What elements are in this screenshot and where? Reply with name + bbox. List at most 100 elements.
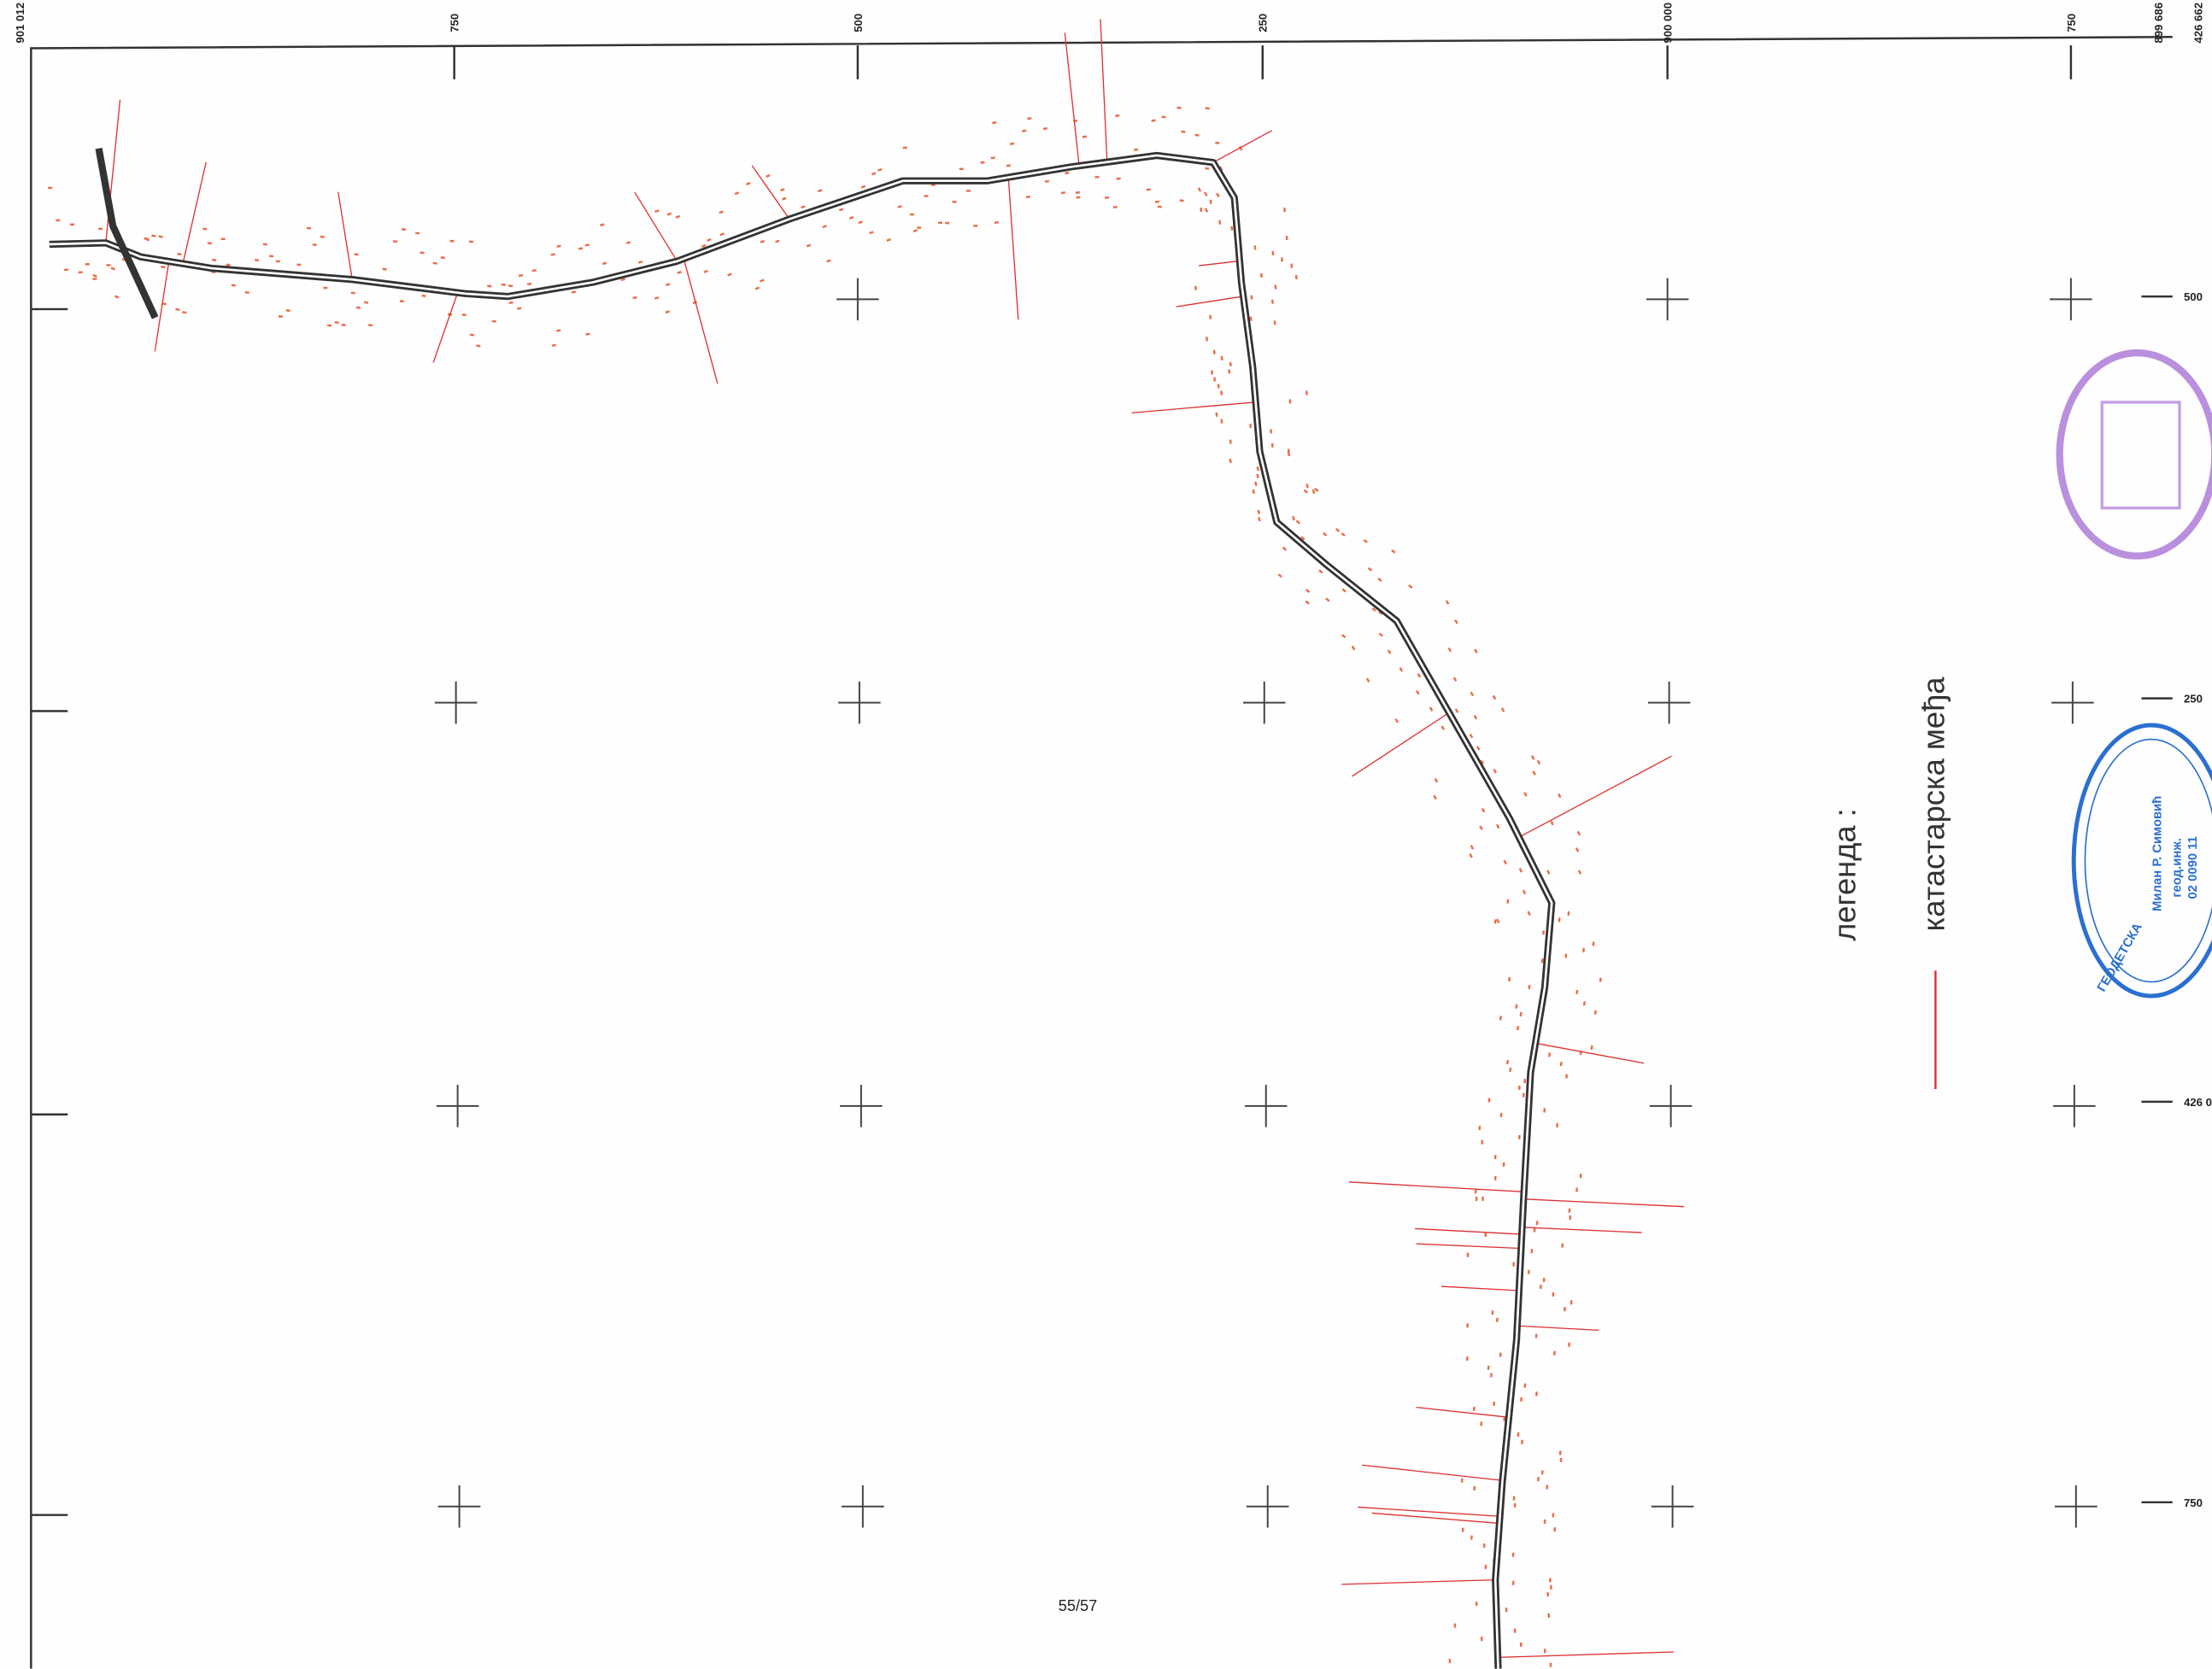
parcel-mark [1576, 830, 1581, 836]
parcel-boundary [1351, 712, 1450, 777]
parcel-mark [746, 182, 751, 186]
parcel-mark [1452, 676, 1458, 682]
parcel-boundary [1440, 1285, 1519, 1291]
parcel-mark [1256, 473, 1259, 479]
parcel-mark [1205, 337, 1209, 342]
grid-cross [836, 278, 879, 321]
parcel-boundary [1416, 1406, 1510, 1418]
parcel-mark [1493, 769, 1498, 774]
parcel-mark [1575, 847, 1580, 852]
right-label: 250 [2184, 693, 2203, 706]
parcel-boundary [634, 191, 678, 262]
parcel-mark [1429, 706, 1434, 712]
parcel-mark [1503, 859, 1507, 865]
parcel-boundary [683, 258, 719, 384]
parcel-mark [1238, 146, 1243, 151]
parcel-mark [1161, 115, 1166, 119]
parcel-mark [912, 229, 918, 233]
parcel-mark [1474, 648, 1478, 653]
parcel-mark [1469, 733, 1474, 739]
parcel-mark [1522, 889, 1527, 895]
parcel-mark [1377, 610, 1383, 616]
parcel-mark [1204, 208, 1209, 213]
parcel-mark [420, 251, 425, 255]
parcel-mark [1273, 320, 1276, 325]
parcel-boundary [1522, 1227, 1642, 1233]
parcel-mark [1305, 600, 1310, 605]
parcel-mark [1115, 114, 1120, 118]
parcel-mark [92, 273, 97, 278]
parcel-mark [1112, 205, 1118, 209]
grid-cross [434, 681, 478, 724]
right-label: 750 [2184, 1496, 2203, 1509]
parcel-mark [860, 184, 866, 189]
parcel-mark [897, 204, 902, 208]
parcel-mark [719, 210, 724, 214]
parcel-mark [1519, 1011, 1523, 1017]
parcel-mark [1303, 489, 1309, 494]
parcel-mark [1294, 274, 1298, 280]
parcel-mark [1417, 673, 1422, 678]
parcel-mark [1292, 515, 1295, 521]
parcel-mark [1479, 825, 1483, 830]
parcel-mark [1314, 487, 1319, 492]
parcel-mark [1582, 1001, 1587, 1006]
parcel-boundary [751, 165, 790, 220]
parcel-mark [703, 269, 708, 273]
parcel-boundary [337, 191, 353, 280]
parcel-mark [1445, 600, 1450, 606]
parcel-boundary [1176, 296, 1244, 307]
grid-crosses [434, 278, 2098, 1528]
parcel-mark [826, 259, 831, 263]
parcel-mark [1495, 823, 1500, 829]
legend-title: легенда : [1827, 808, 1862, 941]
parcel-mark [415, 231, 420, 235]
parcel-mark [1151, 119, 1156, 122]
parcel-mark [1256, 466, 1260, 471]
parcel-mark [1558, 793, 1562, 799]
parcel-boundary [182, 161, 207, 264]
parcel-mark [781, 196, 787, 201]
parcel-mark [1378, 632, 1383, 637]
parcel-mark [1203, 191, 1208, 196]
parcel-mark [1440, 725, 1446, 730]
grid-cross [1646, 278, 1689, 321]
top-label: 500 [852, 14, 865, 32]
parcel-mark [877, 167, 883, 172]
parcel-mark [363, 301, 369, 304]
parcel-mark [654, 296, 660, 300]
parcel-mark [1470, 691, 1475, 697]
parcel-mark [1060, 191, 1065, 195]
grid-cross [437, 1485, 481, 1528]
parcel-boundary [1064, 32, 1080, 167]
parcel-mark [1325, 597, 1330, 602]
grid-cross [840, 1085, 883, 1127]
parcel-mark [1499, 1016, 1502, 1021]
top-label: 750 [449, 14, 461, 32]
parcel-mark [508, 301, 513, 304]
parcel-mark [1341, 588, 1347, 593]
parcel-mark [719, 232, 725, 237]
parcel-mark [625, 241, 631, 244]
parcel-boundary [1007, 177, 1019, 320]
parcel-mark [1547, 1052, 1552, 1057]
parcel-mark [1134, 148, 1139, 151]
parcel-mark [1009, 142, 1015, 145]
grid-cross [1649, 1085, 1693, 1127]
parcel-mark [516, 307, 522, 310]
parcel-mark [399, 300, 404, 303]
parcel-mark [350, 291, 355, 295]
parcel-mark [1447, 647, 1452, 653]
parcel-mark [1518, 868, 1523, 873]
top-label: 901 012 [14, 3, 26, 44]
parcel-boundary [1518, 755, 1672, 838]
grid-cross [2055, 1485, 2098, 1528]
parcel-mark [817, 189, 823, 193]
grid-cross [1244, 1085, 1288, 1127]
top-label: 900 000 [1662, 3, 1675, 44]
frame [30, 36, 2173, 1669]
parcel-mark [754, 286, 760, 290]
parcel-mark [990, 156, 995, 160]
parcel-mark [1197, 187, 1202, 192]
